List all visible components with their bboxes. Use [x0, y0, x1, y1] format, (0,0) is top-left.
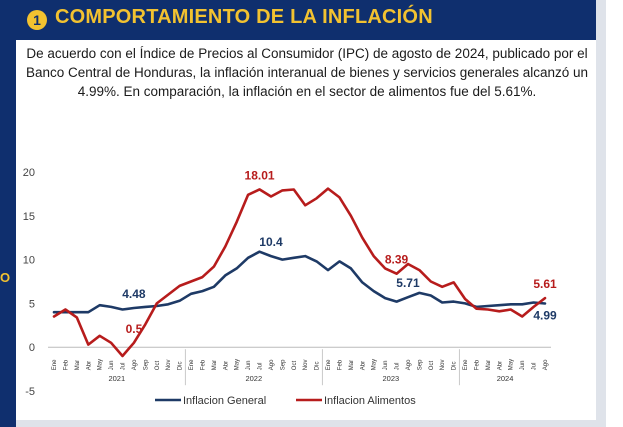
x-tick-label: Ene	[463, 359, 469, 370]
data-label: 5.61	[533, 277, 557, 291]
bottom-strip	[16, 420, 606, 427]
left-strip-glyph: O	[0, 270, 11, 285]
x-tick-label: Ago	[269, 359, 275, 370]
x-tick-label: Dic	[178, 362, 184, 371]
y-tick-label: 10	[23, 255, 35, 267]
x-tick-label: Feb	[200, 359, 206, 370]
x-tick-label: Mar	[75, 360, 81, 370]
y-tick-label: -5	[25, 386, 35, 398]
x-tick-label: Abr	[360, 361, 366, 370]
y-tick-label: 20	[23, 167, 35, 179]
chart-subtitle: De acuerdo con el Índice de Precios al C…	[25, 46, 589, 99]
y-tick-label: 5	[29, 298, 35, 310]
x-tick-label: Oct	[429, 361, 435, 371]
x-tick-label: Dic	[452, 362, 458, 371]
right-strip	[596, 0, 606, 427]
x-tick-label: Jul	[121, 363, 127, 371]
x-tick-label: May	[235, 359, 241, 370]
data-label: 4.48	[122, 287, 146, 301]
legend-label: Inflacion Alimentos	[324, 395, 416, 407]
x-tick-label: Ago	[406, 359, 412, 370]
x-tick-label: Ene	[189, 359, 195, 370]
data-label: 18.01	[245, 168, 275, 182]
content-card	[16, 40, 596, 427]
year-label: 2021	[108, 374, 125, 383]
x-tick-label: Jun	[109, 361, 115, 371]
year-label: 2022	[245, 374, 262, 383]
x-tick-label: Abr	[86, 361, 92, 370]
x-tick-label: Sep	[280, 359, 286, 370]
x-tick-label: Jul	[532, 363, 538, 371]
left-strip: O	[0, 40, 16, 427]
x-tick-label: Dic	[315, 362, 321, 371]
x-tick-label: Ene	[52, 359, 58, 370]
x-tick-label: Jun	[246, 361, 252, 371]
x-tick-label: Feb	[63, 359, 69, 370]
x-tick-label: Jun	[520, 361, 526, 371]
x-tick-label: Ene	[326, 359, 332, 370]
data-label: 4.99	[533, 308, 557, 322]
series-line-alimentos	[52, 187, 547, 358]
section-title: COMPORTAMIENTO DE LA INFLACIÓN	[55, 6, 433, 28]
x-tick-label: Nov	[440, 360, 446, 371]
page-margin	[606, 0, 623, 427]
legend-label: Inflacion General	[183, 395, 266, 407]
x-tick-label: Jul	[258, 363, 264, 371]
x-tick-label: Feb	[474, 359, 480, 370]
data-label: 8.39	[385, 253, 409, 267]
series-line-general	[52, 250, 547, 314]
x-tick-label: May	[372, 359, 378, 370]
data-label: 10.4	[259, 235, 283, 249]
x-tick-label: Nov	[303, 360, 309, 371]
year-label: 2023	[383, 374, 400, 383]
x-tick-label: Sep	[143, 359, 149, 370]
x-tick-label: Oct	[155, 361, 161, 371]
x-tick-label: Ago	[543, 359, 549, 370]
x-tick-label: Oct	[292, 361, 298, 371]
y-tick-label: 15	[23, 211, 35, 223]
data-label: 5.71	[396, 276, 420, 290]
x-tick-label: Mar	[349, 360, 355, 370]
x-tick-label: Nov	[166, 360, 172, 371]
x-tick-label: Feb	[337, 359, 343, 370]
x-tick-label: May	[509, 359, 515, 370]
data-label: 0.5	[126, 322, 143, 336]
x-tick-label: Sep	[417, 359, 423, 370]
section-header: 1 COMPORTAMIENTO DE LA INFLACIÓN	[0, 0, 596, 40]
x-tick-label: Ago	[132, 359, 138, 370]
x-tick-label: Jun	[383, 361, 389, 371]
year-label: 2024	[497, 374, 514, 383]
x-tick-label: Mar	[212, 360, 218, 370]
x-tick-label: Abr	[223, 361, 229, 370]
y-tick-label: 0	[29, 342, 35, 354]
x-tick-label: May	[98, 359, 104, 370]
section-number-badge: 1	[27, 10, 47, 30]
x-tick-label: Abr	[497, 361, 503, 370]
x-tick-label: Jul	[395, 363, 401, 371]
x-tick-label: Mar	[486, 360, 492, 370]
